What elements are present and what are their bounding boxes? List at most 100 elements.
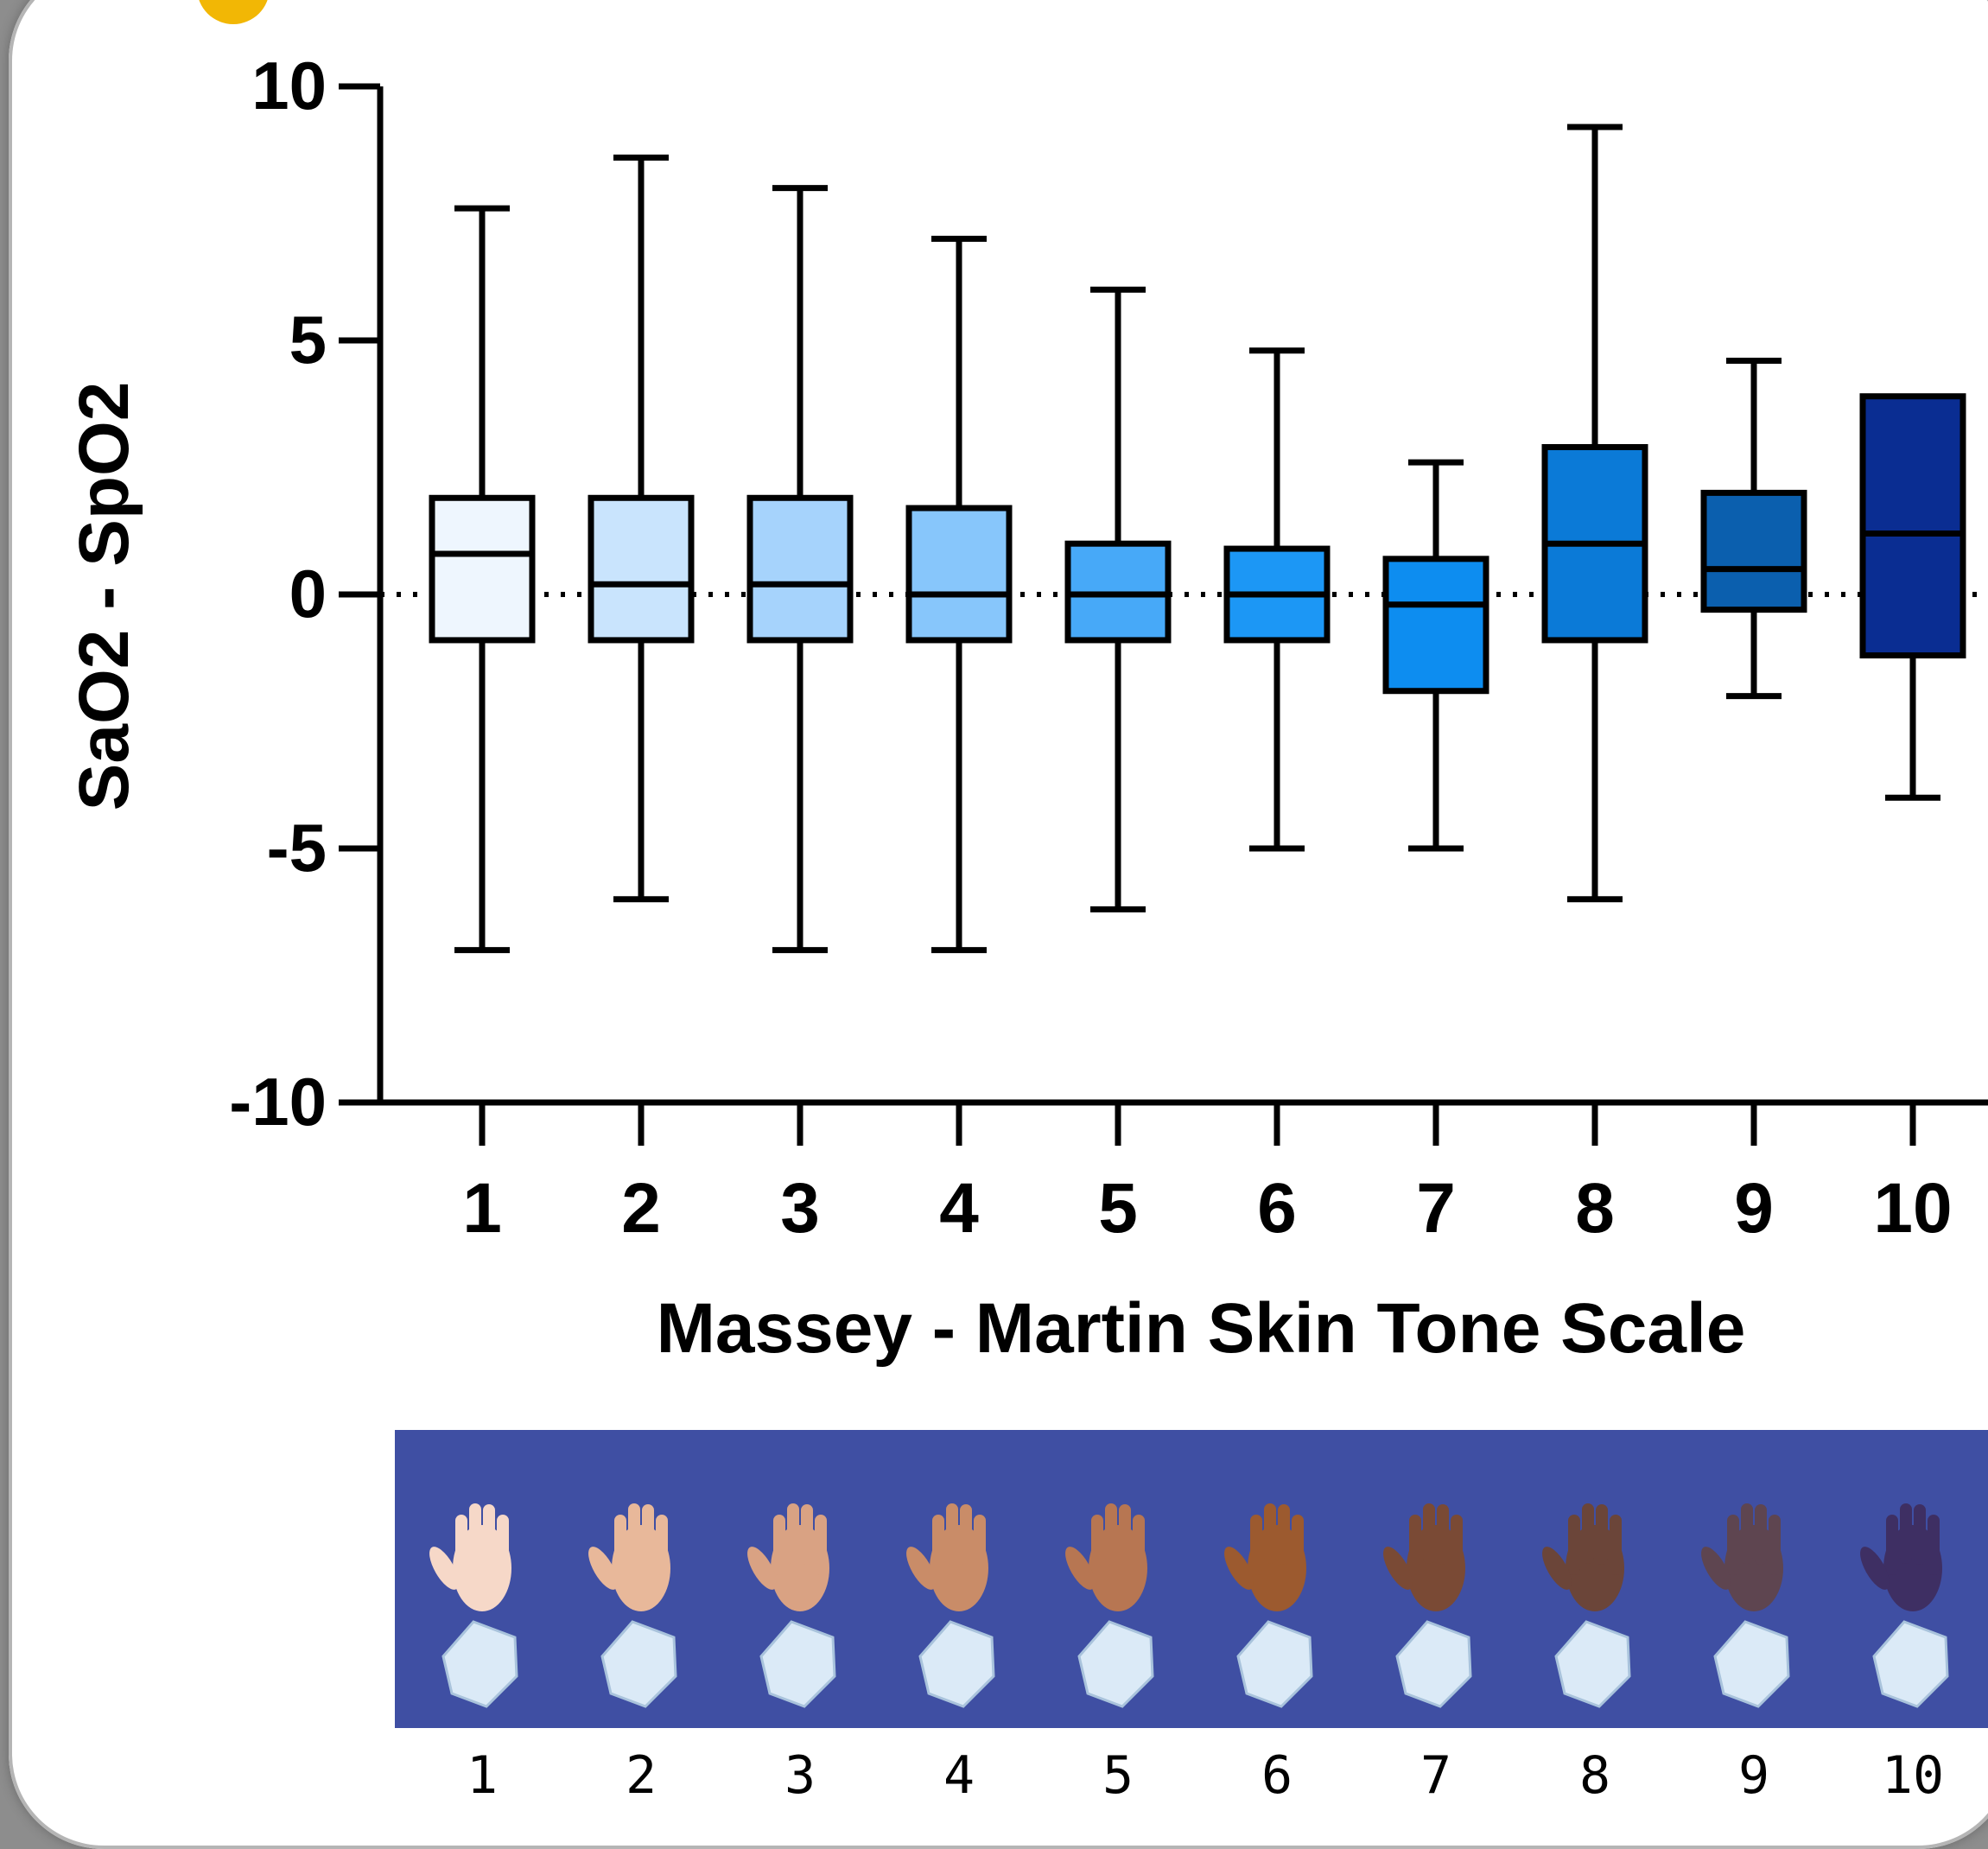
finger-shape — [1451, 1515, 1463, 1575]
finger-shape — [787, 1503, 799, 1564]
hand-label: 6 — [1261, 1745, 1293, 1806]
box-body — [1700, 489, 1807, 613]
skin-tone-strip — [395, 1430, 1988, 1728]
thumb-shape — [1860, 1547, 1890, 1590]
finger-shape — [1582, 1503, 1594, 1564]
y-axis-label: SaO2 - SpO2 — [65, 382, 143, 811]
finger-shape — [1091, 1515, 1103, 1575]
hand-8-icon — [1542, 1503, 1631, 1708]
hands-svg — [429, 1503, 1949, 1708]
finger-shape — [1409, 1515, 1421, 1575]
x-tick-label: 3 — [780, 1169, 820, 1248]
box-body — [588, 494, 695, 644]
thumb-shape — [588, 1547, 618, 1590]
finger-shape — [1727, 1515, 1739, 1575]
finger-shape — [1610, 1515, 1622, 1575]
finger-shape — [656, 1515, 668, 1575]
box-body — [746, 494, 854, 644]
finger-shape — [1568, 1515, 1580, 1575]
finger-shape — [614, 1515, 626, 1575]
finger-shape — [801, 1504, 813, 1565]
finger-shape — [932, 1515, 944, 1575]
y-tick-label: -10 — [229, 1064, 327, 1140]
finger-shape — [1250, 1515, 1262, 1575]
finger-shape — [815, 1515, 827, 1575]
hand-7-icon — [1383, 1503, 1472, 1708]
box-9 — [1700, 358, 1807, 700]
finger-shape — [642, 1504, 654, 1565]
cuff-shape — [1077, 1620, 1154, 1708]
hand-label: 9 — [1737, 1745, 1770, 1806]
x-axis-label: Massey - Martin Skin Tone Scale — [657, 1289, 1746, 1368]
cuff-shape — [759, 1620, 836, 1708]
cuff-shape — [1395, 1620, 1472, 1708]
x-tick-label: 7 — [1416, 1169, 1456, 1248]
box-7 — [1382, 459, 1489, 852]
finger-shape — [1928, 1515, 1940, 1575]
thumb-shape — [1383, 1547, 1413, 1590]
finger-shape — [469, 1503, 481, 1564]
hand-label: 4 — [943, 1745, 975, 1806]
box-4 — [905, 235, 1013, 954]
thumb-shape — [1065, 1547, 1095, 1590]
hand-9-icon — [1701, 1503, 1790, 1708]
x-tick-label: 6 — [1257, 1169, 1297, 1248]
hand-10-icon — [1860, 1503, 1949, 1708]
finger-shape — [1105, 1503, 1117, 1564]
cuff-shape — [1872, 1620, 1949, 1708]
finger-shape — [1119, 1504, 1131, 1565]
hand-2-icon — [588, 1503, 677, 1708]
box-body — [429, 494, 536, 644]
y-tick-label: 0 — [289, 556, 327, 632]
finger-shape — [483, 1504, 495, 1565]
y-tick-label: -5 — [267, 810, 327, 886]
x-tick-label: 5 — [1098, 1169, 1138, 1248]
box-5 — [1064, 286, 1172, 913]
finger-shape — [1292, 1515, 1304, 1575]
finger-shape — [1769, 1515, 1781, 1575]
y-tick-label: 10 — [251, 48, 327, 124]
hand-label: 10 — [1881, 1745, 1945, 1806]
thumb-shape — [1224, 1547, 1254, 1590]
finger-shape — [628, 1503, 640, 1564]
thumb-shape — [906, 1547, 936, 1590]
thumb-shape — [429, 1547, 459, 1590]
box-plot-chart: 10 5 0 -5 -10 1 2 3 4 5 6 7 8 9 10 SaO2 - SpO2 Massey … — [65, 48, 1988, 1368]
thumb-shape — [747, 1547, 777, 1590]
hand-label: 8 — [1578, 1745, 1611, 1806]
finger-shape — [946, 1503, 958, 1564]
box-3 — [746, 185, 854, 954]
finger-shape — [1423, 1503, 1435, 1564]
finger-shape — [1741, 1503, 1753, 1564]
box-8 — [1541, 124, 1648, 903]
finger-shape — [1133, 1515, 1145, 1575]
finger-shape — [1886, 1515, 1898, 1575]
finger-shape — [497, 1515, 509, 1575]
box-body — [1382, 556, 1489, 695]
cuff-shape — [600, 1620, 677, 1708]
x-tick-label: 9 — [1734, 1169, 1774, 1248]
box-2 — [588, 154, 695, 903]
y-tick-label: 5 — [289, 302, 327, 378]
finger-shape — [1437, 1504, 1449, 1565]
x-tick-label: 2 — [621, 1169, 661, 1248]
hand-label: 5 — [1102, 1745, 1134, 1806]
finger-shape — [1914, 1504, 1926, 1565]
cuff-shape — [1236, 1620, 1313, 1708]
finger-shape — [1596, 1504, 1608, 1565]
hand-6-icon — [1224, 1503, 1313, 1708]
x-tick-label: 1 — [462, 1169, 502, 1248]
hand-label: 1 — [466, 1745, 499, 1806]
boxes — [429, 124, 1966, 954]
hand-1-icon — [429, 1503, 518, 1708]
axes: 10 5 0 -5 -10 1 2 3 4 5 6 7 8 9 10 — [229, 48, 1988, 1248]
cuff-shape — [441, 1620, 518, 1708]
hand-3-icon — [747, 1503, 836, 1708]
x-tick-label: 4 — [939, 1169, 979, 1248]
box-10 — [1859, 393, 1966, 801]
finger-shape — [1264, 1503, 1276, 1564]
hand-label: 3 — [784, 1745, 816, 1806]
finger-shape — [974, 1515, 986, 1575]
thumb-shape — [1701, 1547, 1731, 1590]
finger-shape — [960, 1504, 972, 1565]
